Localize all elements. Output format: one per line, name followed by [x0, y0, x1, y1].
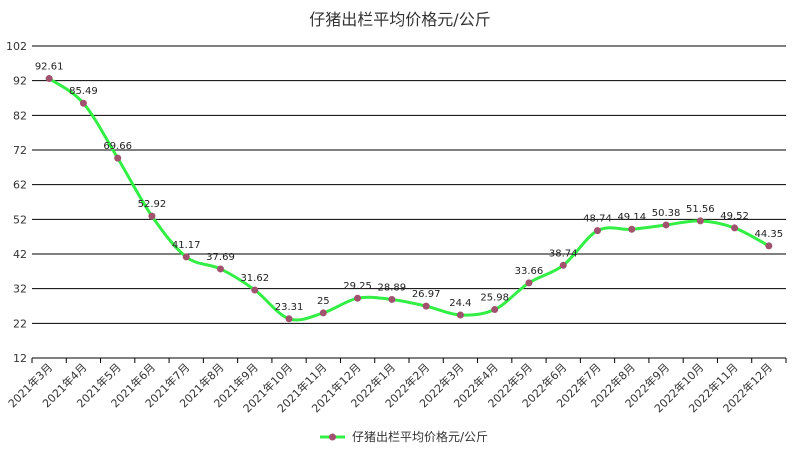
data-point [148, 212, 156, 220]
data-label: 38.74 [549, 248, 578, 259]
data-point [628, 225, 636, 233]
data-label: 25 [317, 296, 330, 307]
x-axis-ticks: 2021年3月2021年4月2021年5月2021年6月2021年7月2021年… [5, 358, 787, 415]
data-label: 49.52 [720, 211, 749, 222]
data-label: 69.66 [103, 141, 132, 152]
data-point [731, 224, 739, 232]
data-point [319, 309, 327, 317]
y-tick-label: 32 [13, 283, 27, 296]
data-label: 28.89 [378, 282, 407, 293]
data-label: 51.56 [686, 204, 715, 215]
data-point [525, 279, 533, 287]
data-point [696, 217, 704, 225]
chart-title: 仔猪出栏平均价格元/公斤 [309, 10, 490, 29]
series-line [48, 77, 770, 322]
data-label: 44.35 [755, 229, 784, 240]
data-point [559, 261, 567, 269]
data-point [422, 302, 430, 310]
series-markers [45, 75, 773, 323]
y-tick-label: 72 [13, 144, 27, 157]
data-labels: 92.61 85.49 69.66 52.92 41.17 37.69 31.62 23.31… [35, 62, 783, 313]
data-label: 37.69 [206, 252, 235, 263]
data-point [285, 315, 293, 323]
data-point [456, 311, 464, 319]
data-label: 85.49 [69, 86, 98, 97]
data-label: 92.61 [35, 62, 64, 73]
data-point [388, 295, 396, 303]
y-tick-label: 12 [13, 352, 27, 365]
data-label: 26.97 [412, 289, 441, 300]
data-label: 29.25 [343, 281, 372, 292]
data-label: 49.14 [617, 212, 646, 223]
data-point [217, 265, 224, 273]
data-label: 25.98 [480, 293, 509, 304]
y-tick-label: 52 [13, 213, 27, 226]
y-axis-ticks: 12 22 32 42 52 62 72 82 92 102 [6, 40, 27, 365]
data-point [765, 242, 773, 250]
data-point [114, 154, 122, 162]
data-point [182, 253, 190, 261]
y-tick-label: 22 [13, 317, 27, 330]
y-tick-label: 82 [13, 109, 27, 122]
data-label: 48.74 [583, 214, 612, 225]
data-point [662, 221, 670, 229]
y-tick-label: 62 [13, 179, 27, 192]
data-label: 23.31 [275, 302, 304, 313]
data-label: 31.62 [240, 273, 269, 284]
data-label: 33.66 [515, 266, 544, 277]
y-tick-label: 92 [13, 75, 27, 88]
data-point [79, 99, 87, 107]
y-tick-label: 102 [6, 40, 27, 53]
data-label: 41.17 [172, 240, 201, 251]
data-point [594, 227, 601, 235]
legend: 仔猪出栏平均价格元/公斤 [320, 429, 488, 444]
grid-lines [32, 45, 786, 359]
data-point [251, 286, 259, 294]
data-label: 50.38 [652, 208, 681, 219]
data-label: 24.4 [449, 298, 471, 309]
data-point [354, 294, 362, 302]
legend-marker-swatch [329, 433, 336, 441]
data-label: 52.92 [138, 199, 167, 210]
legend-label: 仔猪出栏平均价格元/公斤 [352, 429, 488, 444]
data-point [491, 306, 499, 314]
data-point [45, 75, 53, 83]
y-tick-label: 42 [13, 248, 27, 261]
